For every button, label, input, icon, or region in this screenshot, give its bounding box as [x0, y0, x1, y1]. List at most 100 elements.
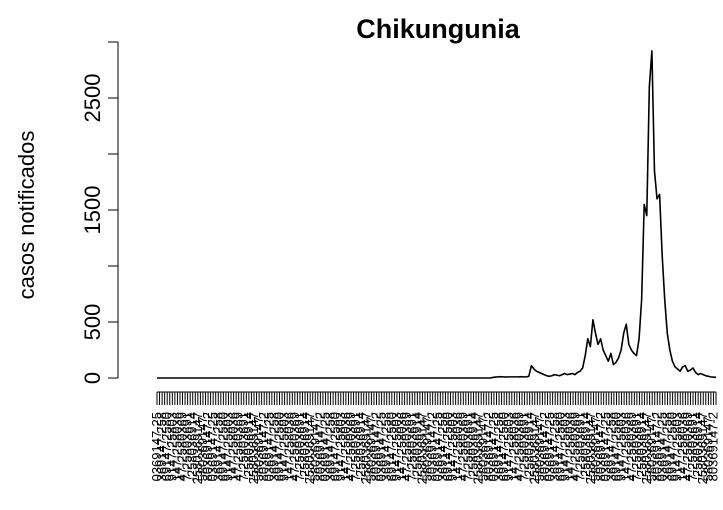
x-tick-label: -258036914 — [297, 412, 312, 481]
x-tick-label: 7-25803691 — [685, 412, 700, 481]
y-tick-label: 500 — [80, 304, 105, 341]
x-tick-label: 369147-258 — [379, 412, 394, 481]
x-tick-label: 580369147- — [363, 412, 378, 481]
x-tick-label: 80369147-2 — [705, 412, 720, 481]
x-tick-label: 2580369147 — [583, 412, 598, 484]
x-tick-label: 2580369147 — [302, 412, 317, 484]
x-tick-label: 147-258036 — [450, 412, 465, 481]
x-tick-label: 69147-2580 — [496, 412, 511, 481]
x-tick-label: 80369147-2 — [537, 412, 552, 481]
x-tick-label: 580369147- — [420, 412, 435, 481]
x-tick-label: 580369147- — [251, 412, 266, 481]
x-tick-label: 80369147-2 — [425, 412, 440, 481]
x-tick-label: 7-25803691 — [292, 412, 307, 481]
x-tick-label: 0369147-25 — [430, 412, 445, 481]
x-tick-label: 47-2580369 — [624, 412, 639, 481]
x-tick-label: 9147-25803 — [557, 412, 572, 481]
x-tick-label: 580369147- — [700, 412, 715, 481]
x-tick-label: 80369147-2 — [312, 412, 327, 481]
x-tick-label: 0369147-25 — [149, 412, 164, 481]
x-tick-label: 147-258036 — [338, 412, 353, 481]
x-tick-label: 2580369147 — [190, 412, 205, 484]
x-tick-label: -258036914 — [690, 412, 705, 481]
x-tick-label: 9147-25803 — [220, 412, 235, 481]
x-tick-label: 580369147- — [476, 412, 491, 481]
y-tick-label: 1500 — [80, 186, 105, 235]
x-tick-label: 47-2580369 — [287, 412, 302, 481]
x-tick-label: 69147-2580 — [440, 412, 455, 481]
x-tick-label: 369147-258 — [491, 412, 506, 481]
x-tick-label: 147-258036 — [282, 412, 297, 481]
series-group — [157, 50, 717, 379]
series-line — [157, 50, 717, 379]
x-tick-label: 0369147-25 — [542, 412, 557, 481]
x-tick-label: 47-2580369 — [568, 412, 583, 481]
x-tick-label: 369147-258 — [154, 412, 169, 481]
x-tick-label: 2580369147 — [358, 412, 373, 484]
x-tick-label: -258036914 — [578, 412, 593, 481]
x-tick-label: 0369147-25 — [261, 412, 276, 481]
x-tick-label: 7-25803691 — [236, 412, 251, 481]
x-tick-label: 47-2580369 — [175, 412, 190, 481]
x-tick-label: 47-2580369 — [680, 412, 695, 481]
x-tick-label: 80369147-2 — [369, 412, 384, 481]
x-axis: 0369147-25369147-25869147-25809147-25803… — [149, 391, 720, 484]
x-tick-label: 69147-2580 — [384, 412, 399, 481]
x-tick-label: 9147-25803 — [164, 412, 179, 481]
x-tick-label: 80369147-2 — [649, 412, 664, 481]
x-tick-label: 0369147-25 — [374, 412, 389, 481]
x-tick-label: 7-25803691 — [348, 412, 363, 481]
x-tick-label: -258036914 — [353, 412, 368, 481]
y-ticks: 0 500 1500 2500 — [80, 41, 118, 384]
x-tick-label: 9147-25803 — [277, 412, 292, 481]
x-tick-label: 80369147-2 — [200, 412, 215, 481]
x-tick-labels: 0369147-25369147-25869147-25809147-25803… — [149, 412, 720, 484]
x-tick-label: 69147-2580 — [552, 412, 567, 481]
x-tick-label: 69147-2580 — [159, 412, 174, 481]
x-tick-label: 580369147- — [644, 412, 659, 481]
x-tick-label: 2580369147 — [414, 412, 429, 484]
x-tick-label: -258036914 — [185, 412, 200, 481]
x-tick-label: 580369147- — [588, 412, 603, 481]
y-axis-label: casos notificados — [14, 131, 39, 300]
x-tick-label: 2580369147 — [639, 412, 654, 484]
x-tick-label: 80369147-2 — [593, 412, 608, 481]
x-tick-label: 369147-258 — [547, 412, 562, 481]
x-tick-label: 0369147-25 — [205, 412, 220, 481]
x-tick-label: 2580369147 — [246, 412, 261, 484]
x-tick-label: 369147-258 — [266, 412, 281, 481]
x-tick-label: -258036914 — [241, 412, 256, 481]
chart-title: Chikungunia — [356, 14, 520, 44]
x-tick-label: 9147-25803 — [614, 412, 629, 481]
x-ticks — [156, 392, 717, 405]
y-axis: 0 500 1500 2500 — [80, 41, 119, 384]
x-tick-label: 47-2580369 — [455, 412, 470, 481]
x-tick-label: 69147-2580 — [665, 412, 680, 481]
x-tick-label: 7-25803691 — [573, 412, 588, 481]
x-tick-label: 9147-25803 — [389, 412, 404, 481]
x-tick-label: 0369147-25 — [654, 412, 669, 481]
x-tick-label: 0369147-25 — [317, 412, 332, 481]
x-tick-label: 9147-25803 — [670, 412, 685, 481]
x-tick-label: 7-25803691 — [460, 412, 475, 481]
x-tick-label: -258036914 — [634, 412, 649, 481]
x-tick-label: -258036914 — [409, 412, 424, 481]
x-tick-label: 369147-258 — [323, 412, 338, 481]
x-tick-label: 2580369147 — [471, 412, 486, 484]
x-tick-label: 80369147-2 — [256, 412, 271, 481]
x-tick-label: 7-25803691 — [517, 412, 532, 481]
x-tick-label: -258036914 — [522, 412, 537, 481]
x-tick-label: 580369147- — [532, 412, 547, 481]
x-tick-label: 147-258036 — [394, 412, 409, 481]
x-tick-label: 147-258036 — [563, 412, 578, 481]
x-tick-label: 47-2580369 — [399, 412, 414, 481]
x-tick-label: 580369147- — [307, 412, 322, 481]
x-tick-label: 7-25803691 — [180, 412, 195, 481]
x-tick-label: 147-258036 — [619, 412, 634, 481]
x-tick-label: 9147-25803 — [501, 412, 516, 481]
x-tick-label: 147-258036 — [675, 412, 690, 481]
x-tick-label: 147-258036 — [506, 412, 521, 481]
x-tick-label: 369147-258 — [435, 412, 450, 481]
x-tick-label: 47-2580369 — [231, 412, 246, 481]
x-tick-label: 47-2580369 — [511, 412, 526, 481]
